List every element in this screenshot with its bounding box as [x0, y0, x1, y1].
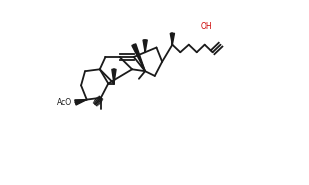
- Text: OH: OH: [201, 22, 212, 31]
- Polygon shape: [170, 33, 175, 45]
- Text: AcO: AcO: [57, 98, 72, 107]
- Polygon shape: [112, 69, 116, 83]
- Polygon shape: [132, 44, 145, 71]
- Polygon shape: [143, 40, 147, 52]
- Polygon shape: [75, 100, 87, 105]
